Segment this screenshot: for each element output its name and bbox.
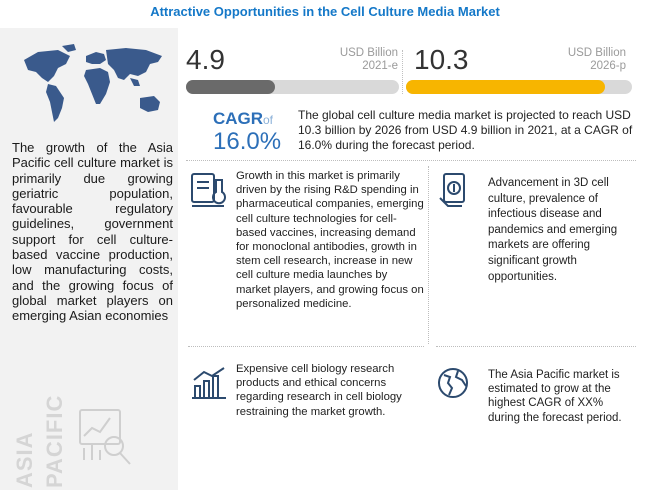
restraints-text: Expensive cell biology research products…	[236, 363, 402, 418]
page-title: Attractive Opportunities in the Cell Cul…	[150, 4, 500, 19]
start-unit-label: USD Billion	[339, 47, 398, 59]
world-map-icon	[24, 44, 162, 122]
opportunities-text: Advancement in 3D cell culture, prevalen…	[488, 177, 618, 283]
section-divider	[186, 160, 636, 161]
lab-microscope-icon	[191, 173, 226, 207]
card-divider-vertical	[428, 166, 429, 344]
cagr-label: CAGR	[213, 109, 264, 128]
regional-text: The Asia Pacific market is estimated to …	[488, 369, 622, 424]
region-label: ASIA PACIFIC	[12, 395, 82, 490]
money-icon	[439, 173, 465, 207]
market-summary: The global cell culture media market is …	[298, 108, 633, 152]
start-year-label: 2021-e	[362, 60, 398, 72]
start-market-value: 4.9	[186, 44, 225, 75]
asia-pacific-panel: The growth of the Asia Pacific cell cult…	[0, 28, 178, 490]
cagr-value: 16.0%	[213, 128, 282, 155]
growth-analysis-icon	[79, 409, 131, 465]
region-label-line2: PACIFIC	[42, 394, 67, 488]
card-divider-left	[188, 346, 424, 347]
cagr-of-label: of	[263, 113, 274, 127]
card-divider-right	[436, 346, 636, 347]
end-year-label: 2026-p	[590, 60, 626, 72]
end-market-unit: USD Billion 2026-p	[524, 47, 626, 73]
declining-chart-icon	[192, 367, 226, 399]
region-label-line1: ASIA	[12, 431, 37, 488]
end-value-bar	[406, 80, 632, 94]
end-unit-label: USD Billion	[567, 47, 626, 59]
start-value-bar	[186, 80, 399, 94]
asia-pacific-description: The growth of the Asia Pacific cell cult…	[12, 140, 173, 324]
start-value-bar-fill	[186, 80, 276, 94]
end-market-value: 10.3	[414, 44, 469, 75]
drivers-text: Growth in this market is primarily drive…	[236, 170, 424, 310]
stats-divider	[402, 50, 403, 94]
globe-icon	[438, 368, 468, 398]
start-market-unit: USD Billion 2021-e	[298, 47, 398, 73]
end-value-bar-fill	[406, 80, 605, 94]
